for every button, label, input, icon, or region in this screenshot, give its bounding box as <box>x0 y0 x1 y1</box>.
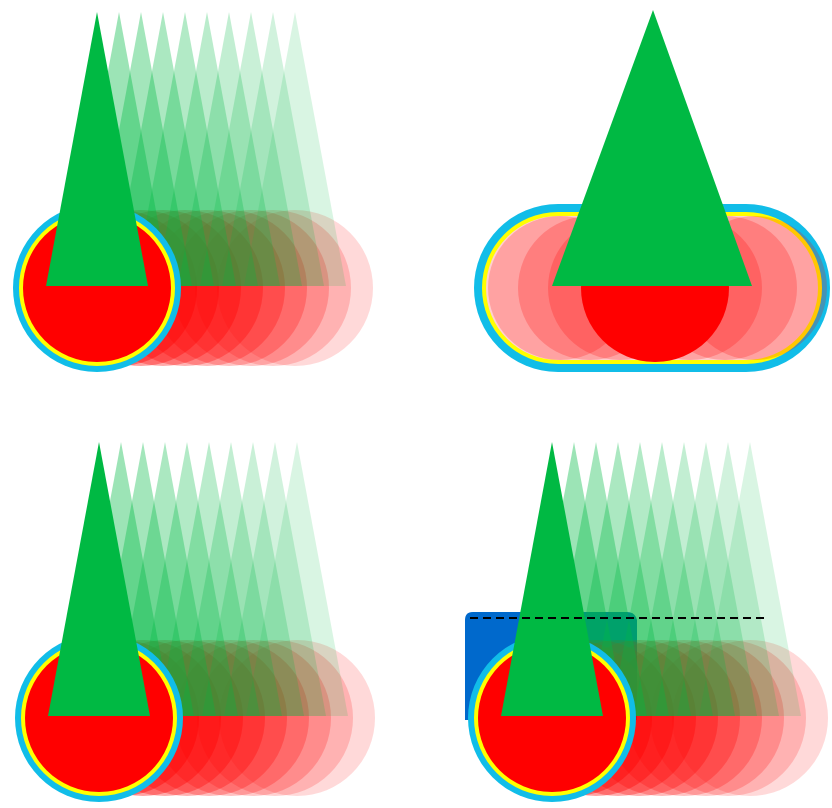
ghost-circle <box>628 640 784 796</box>
ghost-triangle <box>178 12 280 286</box>
panel-bottom-right <box>465 442 828 802</box>
ghost-triangle <box>589 442 691 716</box>
ghost-triangle <box>222 12 324 286</box>
ghost-triangle <box>156 12 258 286</box>
ghost-triangle <box>180 442 282 716</box>
ghost-circle <box>650 640 806 796</box>
green-triangle <box>501 442 603 716</box>
ghost-triangle <box>136 442 238 716</box>
ghost-circle <box>606 640 762 796</box>
ghost-triangle <box>677 442 779 716</box>
ghost-triangle <box>134 12 236 286</box>
panel-bottom-left <box>15 442 375 802</box>
ghost-circle <box>175 640 331 796</box>
ghost-triangle <box>655 442 757 716</box>
ghost-triangle <box>202 442 304 716</box>
ghost-circle <box>217 210 373 366</box>
green-triangle <box>552 10 752 286</box>
ghost-triangle <box>224 442 326 716</box>
ghost-triangle <box>200 12 302 286</box>
ghost-triangle <box>244 12 346 286</box>
green-triangle <box>48 442 150 716</box>
ghost-circle <box>197 640 353 796</box>
green-triangle <box>46 12 148 286</box>
ghost-circle <box>672 640 828 796</box>
ghost-circle <box>173 210 329 366</box>
ghost-circle <box>153 640 309 796</box>
ghost-triangle <box>246 442 348 716</box>
ghost-triangle <box>699 442 801 716</box>
panel-top-right <box>474 10 830 372</box>
ghost-circle <box>219 640 375 796</box>
panel-top-left <box>13 12 373 372</box>
ghost-triangle <box>611 442 713 716</box>
ghost-triangle <box>633 442 735 716</box>
ghost-circle <box>151 210 307 366</box>
ghost-circle <box>195 210 351 366</box>
ghost-triangle <box>158 442 260 716</box>
